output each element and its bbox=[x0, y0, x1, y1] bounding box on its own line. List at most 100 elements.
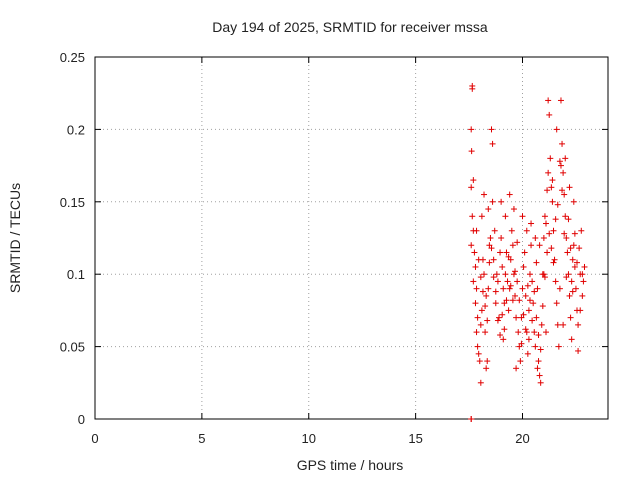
data-point bbox=[557, 97, 564, 104]
data-point bbox=[526, 271, 533, 278]
data-point bbox=[562, 213, 569, 220]
data-point bbox=[517, 358, 524, 365]
data-point bbox=[536, 242, 543, 249]
data-point bbox=[506, 285, 513, 292]
data-point bbox=[567, 245, 574, 252]
data-point bbox=[571, 230, 578, 237]
data-point bbox=[493, 271, 500, 278]
data-point bbox=[492, 288, 499, 295]
data-point bbox=[488, 126, 495, 133]
data-point bbox=[568, 336, 575, 343]
data-point bbox=[510, 206, 517, 213]
data-point bbox=[512, 292, 519, 299]
data-point bbox=[578, 227, 585, 234]
data-point bbox=[567, 314, 574, 321]
data-point bbox=[471, 249, 478, 256]
data-point bbox=[490, 256, 497, 263]
data-point bbox=[523, 227, 530, 234]
data-point bbox=[483, 292, 490, 299]
data-point bbox=[565, 216, 572, 223]
data-point bbox=[503, 249, 510, 256]
x-axis-label: GPS time / hours bbox=[297, 457, 404, 473]
data-point bbox=[469, 85, 476, 92]
data-point bbox=[500, 336, 507, 343]
data-point bbox=[544, 187, 551, 194]
data-point bbox=[468, 148, 475, 155]
data-point bbox=[532, 235, 539, 241]
data-point bbox=[477, 379, 484, 386]
data-point bbox=[539, 303, 546, 310]
data-point bbox=[532, 343, 539, 350]
data-point bbox=[475, 256, 482, 263]
data-point bbox=[520, 311, 527, 318]
data-point bbox=[576, 245, 583, 252]
data-point bbox=[550, 227, 557, 234]
data-point bbox=[485, 285, 492, 292]
data-point bbox=[469, 213, 476, 220]
data-point bbox=[534, 365, 541, 372]
data-point bbox=[555, 343, 562, 350]
data-point bbox=[481, 191, 488, 198]
data-point bbox=[510, 271, 517, 278]
data-point bbox=[568, 278, 575, 285]
x-tick-label: 15 bbox=[408, 431, 422, 446]
data-point bbox=[483, 365, 490, 372]
data-point bbox=[553, 126, 560, 133]
data-point bbox=[569, 288, 576, 295]
data-point bbox=[535, 332, 542, 339]
data-point bbox=[513, 365, 520, 372]
tick-labels: 0 5 10 15 20 0 0.05 0.1 0.15 0.2 0.25 bbox=[60, 50, 530, 446]
data-point bbox=[566, 184, 573, 191]
data-point bbox=[559, 187, 566, 194]
data-point bbox=[497, 332, 504, 339]
data-point bbox=[549, 177, 556, 184]
data-point bbox=[562, 155, 569, 162]
data-point bbox=[468, 126, 475, 133]
y-tick-label: 0.15 bbox=[60, 195, 85, 210]
y-axis-label: SRMTID / TECUs bbox=[7, 183, 23, 293]
data-point bbox=[477, 274, 484, 281]
data-point bbox=[571, 263, 578, 270]
data-point bbox=[575, 321, 582, 328]
data-point bbox=[529, 317, 536, 324]
data-point bbox=[524, 282, 531, 289]
data-point bbox=[507, 282, 514, 289]
chart-title: Day 194 of 2025, SRMTID for receiver mss… bbox=[212, 19, 488, 35]
data-point bbox=[498, 235, 505, 241]
data-point bbox=[515, 329, 522, 336]
data-point bbox=[554, 321, 561, 328]
data-point bbox=[494, 317, 501, 324]
data-point bbox=[516, 297, 523, 304]
data-point bbox=[545, 97, 552, 104]
data-point bbox=[482, 329, 489, 336]
data-point bbox=[472, 300, 479, 307]
data-point bbox=[498, 198, 505, 205]
data-point bbox=[580, 278, 587, 285]
data-point bbox=[549, 198, 556, 205]
data-point bbox=[477, 321, 484, 328]
data-point bbox=[481, 271, 488, 278]
data-point bbox=[497, 249, 504, 256]
data-point bbox=[526, 297, 533, 304]
data-point bbox=[487, 235, 494, 241]
data-point bbox=[513, 314, 520, 321]
data-point bbox=[561, 191, 568, 198]
data-point bbox=[556, 158, 563, 165]
data-point bbox=[524, 350, 531, 357]
grid bbox=[95, 57, 608, 419]
data-point bbox=[561, 230, 568, 237]
data-point bbox=[552, 278, 559, 285]
data-point bbox=[495, 314, 502, 321]
data-point bbox=[489, 198, 496, 205]
data-point bbox=[520, 263, 527, 270]
data-point bbox=[491, 227, 498, 234]
data-point bbox=[546, 230, 553, 237]
data-point bbox=[548, 245, 555, 252]
data-point bbox=[505, 307, 512, 314]
data-point bbox=[525, 307, 532, 314]
data-point bbox=[519, 285, 526, 292]
data-point bbox=[490, 274, 497, 281]
data-point bbox=[468, 416, 475, 422]
data-point bbox=[563, 274, 570, 281]
data-point bbox=[488, 245, 495, 252]
